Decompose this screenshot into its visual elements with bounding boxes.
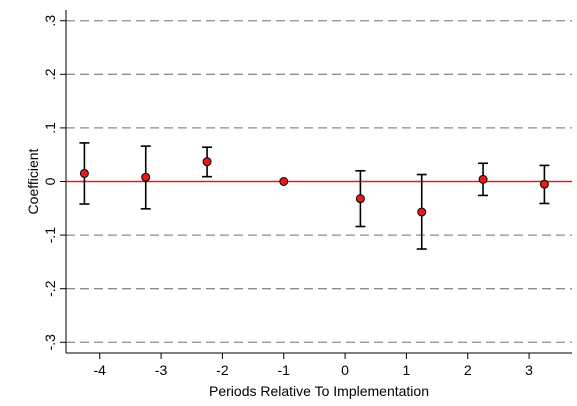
gridlines: [66, 20, 572, 343]
x-tick-label: 3: [525, 362, 533, 378]
data-point: [478, 174, 488, 184]
x-tick-label: 2: [464, 362, 472, 378]
data-point: [417, 207, 427, 217]
x-axis-title: Periods Relative To Implementation: [209, 383, 429, 399]
data-point: [279, 177, 289, 186]
y-tick-label: .3: [42, 15, 58, 27]
axes: .3 .2 .1 0 -.1 -.2 -.3 -4 -3 -2 -1 0 1 2 3: [42, 10, 572, 378]
x-tick-label: 0: [341, 362, 349, 378]
x-tick-label: -3: [155, 362, 168, 378]
data-marks: [66, 142, 572, 250]
x-tick-label: -1: [278, 362, 291, 378]
y-axis-title: Coefficient: [25, 148, 41, 214]
y-tick-label: -.3: [42, 334, 58, 351]
data-point: [141, 172, 151, 182]
data-point: [355, 194, 365, 204]
y-tick-label: -.2: [42, 280, 58, 297]
y-tick-label: .2: [42, 68, 58, 80]
data-point: [202, 157, 212, 167]
y-tick-label: .1: [42, 122, 58, 134]
y-tick-label: -.1: [42, 227, 58, 244]
data-point: [539, 179, 549, 189]
data-point: [79, 168, 89, 178]
x-tick-label: -2: [216, 362, 229, 378]
y-tick-label: 0: [42, 177, 58, 185]
x-tick-label: 1: [403, 362, 411, 378]
x-tick-label: -4: [94, 362, 107, 378]
